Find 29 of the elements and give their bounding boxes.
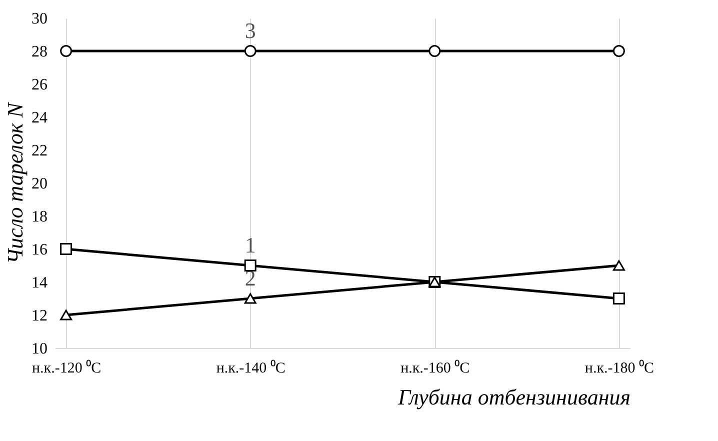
y-tick-label: 20 <box>32 176 48 192</box>
point <box>244 260 256 272</box>
y-tick-label: 22 <box>32 142 48 160</box>
point <box>244 293 256 304</box>
point <box>612 292 625 304</box>
point <box>428 45 441 57</box>
y-tick-label: 16 <box>32 242 48 258</box>
series-label: 1 <box>244 232 256 258</box>
x-axis-title: Глубина отбензинивания <box>396 384 630 410</box>
y-tick-label: 26 <box>32 76 48 94</box>
y-tick-label: 18 <box>32 208 48 226</box>
y-axis-title: Число тарелок N <box>2 102 28 264</box>
y-tick-label: 24 <box>32 110 48 126</box>
y-tick-label: 30 <box>32 10 48 28</box>
point <box>244 45 256 57</box>
y-tick-label: 10 <box>32 340 48 358</box>
point <box>60 45 72 57</box>
series-label: 3 <box>244 18 256 43</box>
y-tick-label: 28 <box>32 44 48 60</box>
y-tick-label: 12 <box>32 308 48 324</box>
point <box>60 243 72 255</box>
x-tick-label: н.к.-120 ⁰C <box>32 360 102 376</box>
x-tick-label: н.к.-180 ⁰C <box>584 360 654 376</box>
x-tick-label: н.к.-140 ⁰C <box>216 360 286 376</box>
point <box>612 260 625 271</box>
point <box>60 310 72 320</box>
point <box>612 45 625 57</box>
x-tick-label: н.к.-160 ⁰C <box>400 360 470 376</box>
y-tick-label: 14 <box>32 274 48 292</box>
